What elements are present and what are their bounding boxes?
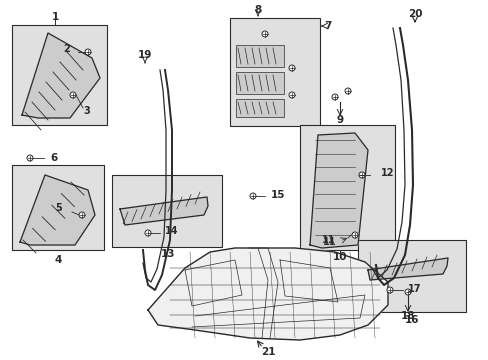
Text: 19: 19 xyxy=(138,50,152,60)
Polygon shape xyxy=(22,33,100,118)
Text: 15: 15 xyxy=(270,190,285,200)
Bar xyxy=(236,72,284,94)
Bar xyxy=(12,25,107,125)
Text: 10: 10 xyxy=(332,252,346,262)
Text: 16: 16 xyxy=(404,315,418,325)
Text: 20: 20 xyxy=(407,9,421,19)
Circle shape xyxy=(331,94,337,100)
Text: 5: 5 xyxy=(55,203,62,213)
Circle shape xyxy=(79,212,85,218)
Text: 17: 17 xyxy=(407,284,421,294)
Text: 9: 9 xyxy=(336,115,343,125)
Circle shape xyxy=(249,193,256,199)
Text: 8: 8 xyxy=(254,5,261,15)
Polygon shape xyxy=(148,248,387,340)
Circle shape xyxy=(345,88,350,94)
Text: 11: 11 xyxy=(321,235,334,245)
Circle shape xyxy=(386,287,392,293)
Text: 4: 4 xyxy=(54,255,61,265)
Bar xyxy=(112,175,222,247)
Text: 7: 7 xyxy=(324,21,331,31)
Text: 21: 21 xyxy=(260,347,275,357)
Text: 14: 14 xyxy=(165,226,179,236)
Polygon shape xyxy=(309,133,367,248)
Polygon shape xyxy=(120,197,207,225)
Circle shape xyxy=(85,49,91,55)
Circle shape xyxy=(262,31,267,37)
Text: 13: 13 xyxy=(161,249,175,259)
Polygon shape xyxy=(20,175,95,245)
Text: 12: 12 xyxy=(380,168,394,178)
Polygon shape xyxy=(367,258,447,280)
Circle shape xyxy=(145,230,151,236)
Text: 18: 18 xyxy=(400,311,414,321)
Bar xyxy=(229,18,319,126)
Circle shape xyxy=(70,92,76,98)
Text: 2: 2 xyxy=(63,44,70,54)
Text: 1: 1 xyxy=(51,12,59,22)
Circle shape xyxy=(27,155,33,161)
Text: 11: 11 xyxy=(323,237,336,247)
Bar xyxy=(236,99,284,117)
Bar xyxy=(357,240,465,312)
Bar xyxy=(299,125,394,250)
Circle shape xyxy=(288,65,294,71)
Bar xyxy=(12,165,104,250)
Text: 6: 6 xyxy=(50,153,58,163)
Circle shape xyxy=(288,92,294,98)
Circle shape xyxy=(404,289,410,295)
Bar xyxy=(236,45,284,67)
Circle shape xyxy=(351,232,357,238)
Circle shape xyxy=(358,172,364,178)
Text: 3: 3 xyxy=(83,106,90,116)
